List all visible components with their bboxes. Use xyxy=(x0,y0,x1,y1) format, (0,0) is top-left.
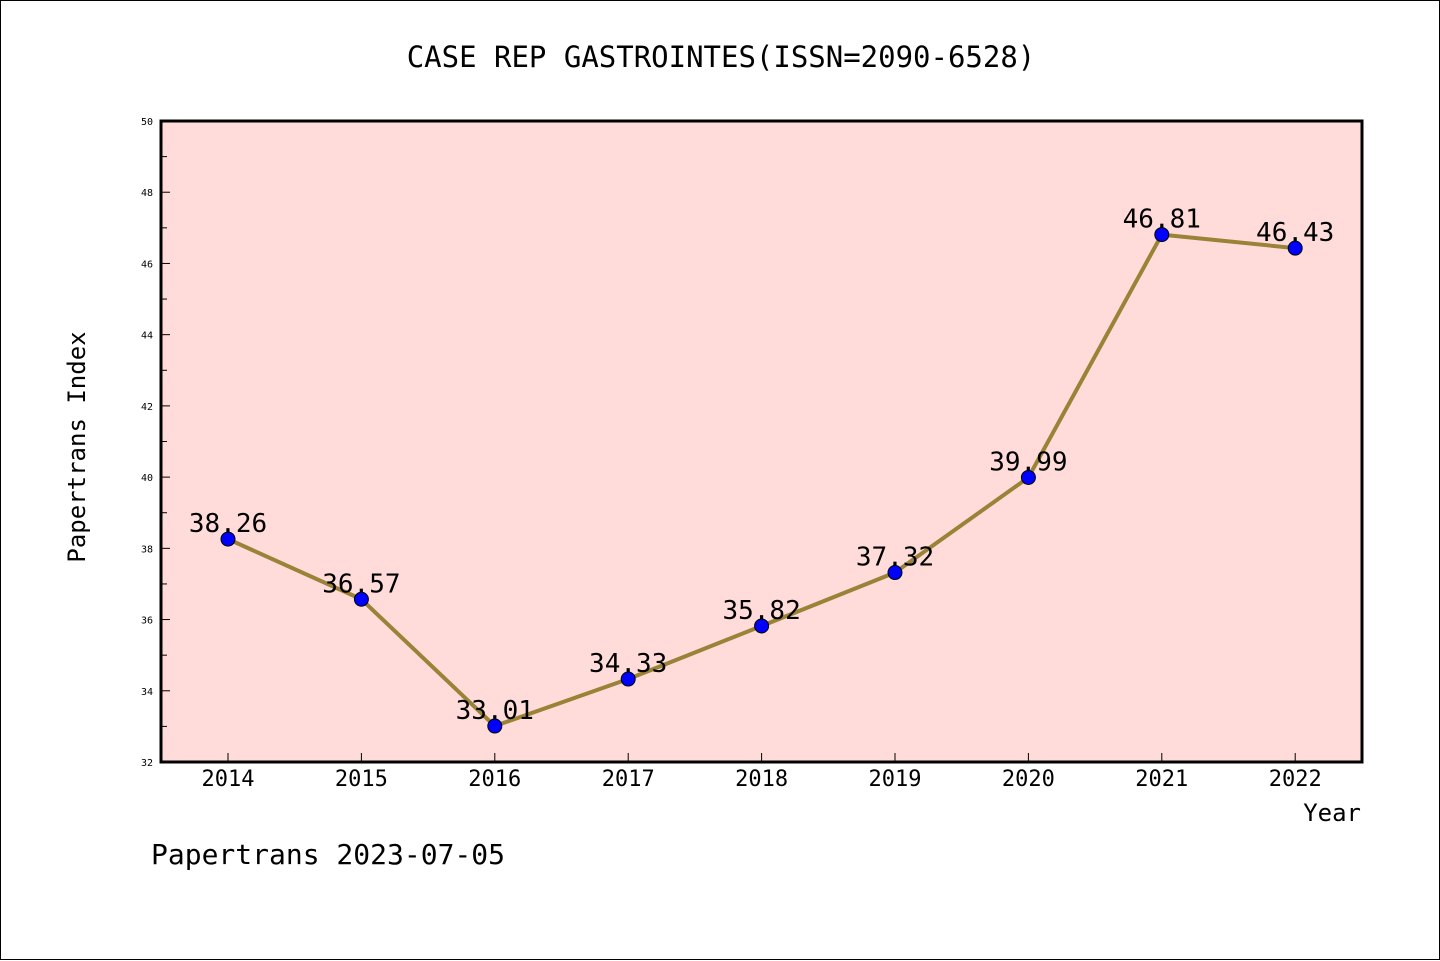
y-tick-label: 32 xyxy=(141,758,153,769)
y-tick-label: 36 xyxy=(141,616,153,627)
y-tick-label: 42 xyxy=(141,402,153,413)
data-point xyxy=(1020,469,1036,485)
x-tick-label: 2014 xyxy=(202,767,255,792)
x-tick-label: 2016 xyxy=(468,767,521,792)
y-tick-label: 46 xyxy=(141,259,153,270)
data-point xyxy=(353,591,369,607)
data-point xyxy=(220,531,236,547)
data-label-layer: 38.26 36.57 33.01 34.33 35.82 37.32 39.99 46.81… xyxy=(189,205,1334,726)
data-point xyxy=(754,618,770,634)
x-tick-label: 2022 xyxy=(1269,767,1322,792)
y-tick-label: 38 xyxy=(141,544,153,555)
x-axis-title: Year xyxy=(1303,799,1361,827)
x-tick-label: 2017 xyxy=(602,767,655,792)
footer-date: Papertrans 2023-07-05 xyxy=(151,838,505,871)
data-label: 46.43 xyxy=(1256,218,1334,248)
data-point xyxy=(1287,240,1303,256)
data-label: 39.99 xyxy=(989,447,1067,477)
y-tick-label: 40 xyxy=(141,473,153,484)
data-point xyxy=(1154,227,1170,243)
data-point xyxy=(620,671,636,687)
data-label: 46.81 xyxy=(1123,205,1201,235)
y-tick-label: 44 xyxy=(141,331,153,342)
x-tick-label: 2015 xyxy=(335,767,388,792)
chart-title: CASE REP GASTROINTES(ISSN=2090-6528) xyxy=(407,40,1036,74)
data-label: 35.82 xyxy=(722,596,800,626)
data-point xyxy=(487,718,503,734)
x-tick-label: 2018 xyxy=(735,767,788,792)
y-axis-title: Papertrans Index xyxy=(63,331,91,562)
data-label: 34.33 xyxy=(589,649,667,679)
plot-border xyxy=(159,119,1364,764)
data-label: 33.01 xyxy=(456,696,534,726)
data-label: 37.32 xyxy=(856,543,934,573)
data-label: 36.57 xyxy=(322,569,400,599)
x-tick-label: 2021 xyxy=(1135,767,1188,792)
series-layer xyxy=(220,227,1303,734)
y-tick-label: 48 xyxy=(141,188,153,199)
x-tick-label: 2020 xyxy=(1002,767,1055,792)
data-label: 38.26 xyxy=(189,509,267,539)
y-tick-label: 34 xyxy=(141,687,153,698)
x-axis: 2014 2015 2016 2017 2018 2019 2020 2021 2022 xyxy=(202,753,1322,792)
x-tick-label: 2019 xyxy=(869,767,922,792)
y-tick-label: 50 xyxy=(141,117,153,128)
data-point xyxy=(887,565,903,581)
